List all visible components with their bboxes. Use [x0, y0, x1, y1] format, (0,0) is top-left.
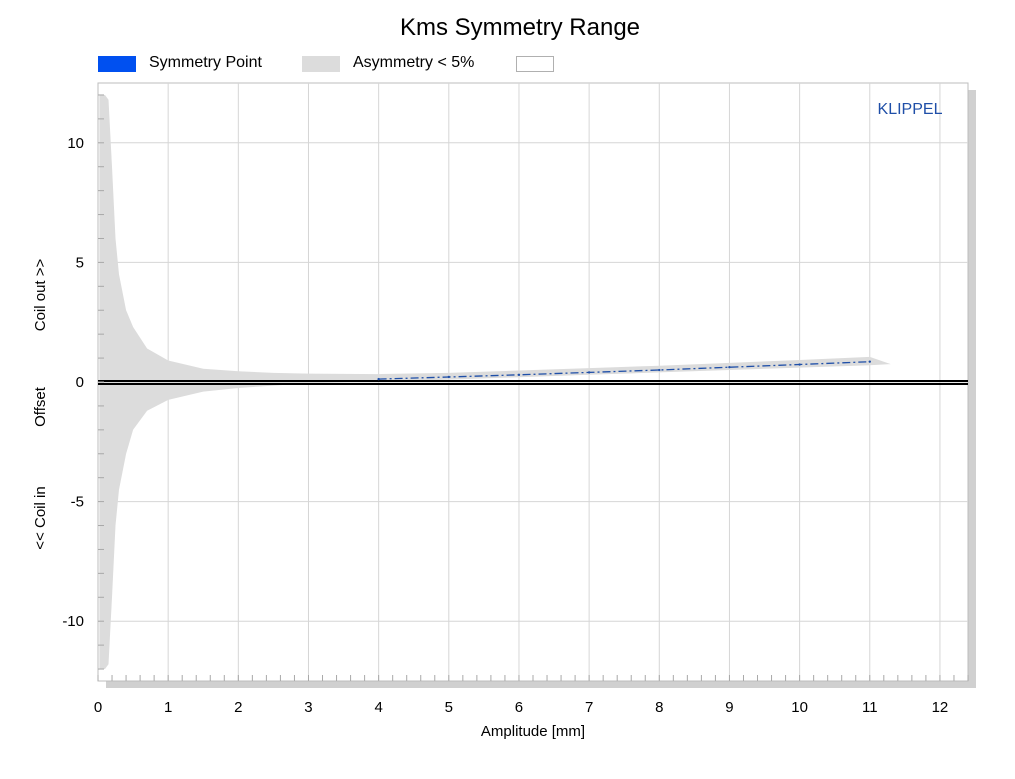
symmetry-point-marker — [587, 371, 591, 374]
symmetry-point-marker — [658, 368, 661, 372]
legend-label: Symmetry Point — [149, 54, 262, 71]
x-tick-label: 5 — [445, 699, 453, 716]
symmetry-point-marker — [517, 373, 521, 377]
y-tick-label: 10 — [67, 135, 84, 152]
y-tick-label: -5 — [71, 494, 84, 511]
x-tick-label: 4 — [374, 699, 382, 716]
x-axis-title: Amplitude [mm] — [481, 723, 585, 740]
legend-swatch-white — [516, 56, 554, 72]
y-axis-title-coil-out: Coil out >> — [32, 258, 49, 331]
symmetry-point-marker — [447, 375, 451, 379]
klippel-watermark: KLIPPEL — [878, 101, 943, 118]
symmetry-point-marker — [377, 377, 380, 381]
y-tick-label: 5 — [76, 254, 84, 271]
symmetry-point-marker — [868, 360, 871, 363]
x-tick-label: 11 — [862, 699, 878, 716]
minor-ticks — [97, 94, 969, 681]
x-tick-label: 10 — [791, 699, 808, 716]
chart-title: Kms Symmetry Range — [399, 14, 641, 41]
x-tick-label: 1 — [164, 699, 172, 716]
x-tick-label: 3 — [304, 699, 312, 716]
symmetry-point-marker — [798, 363, 801, 366]
x-tick-labels: 0 1 2 3 4 5 6 7 8 9 10 11 12 — [94, 699, 948, 716]
legend-swatch-blue — [98, 56, 136, 72]
y-tick-label: 0 — [76, 374, 84, 391]
y-tick-labels: 10 5 0 -5 -10 — [62, 135, 84, 630]
x-tick-label: 8 — [655, 699, 663, 716]
y-axis-title-coil-in: << Coil in — [32, 486, 49, 549]
legend-swatch-gray — [302, 56, 340, 72]
x-tick-label: 0 — [94, 699, 102, 716]
x-tick-label: 12 — [932, 699, 949, 716]
x-tick-label: 7 — [585, 699, 593, 716]
x-tick-label: 9 — [725, 699, 733, 716]
zero-line-group — [98, 380, 968, 385]
x-tick-label: 2 — [234, 699, 242, 716]
legend-label: Asymmetry < 5% — [353, 54, 475, 71]
symmetry-point-series — [377, 360, 871, 381]
x-tick-label: 6 — [515, 699, 523, 716]
symmetry-point-line — [378, 361, 870, 380]
y-axis-title-offset: Offset — [32, 386, 49, 427]
symmetry-point-marker — [728, 365, 731, 369]
y-tick-label: -10 — [62, 613, 84, 630]
